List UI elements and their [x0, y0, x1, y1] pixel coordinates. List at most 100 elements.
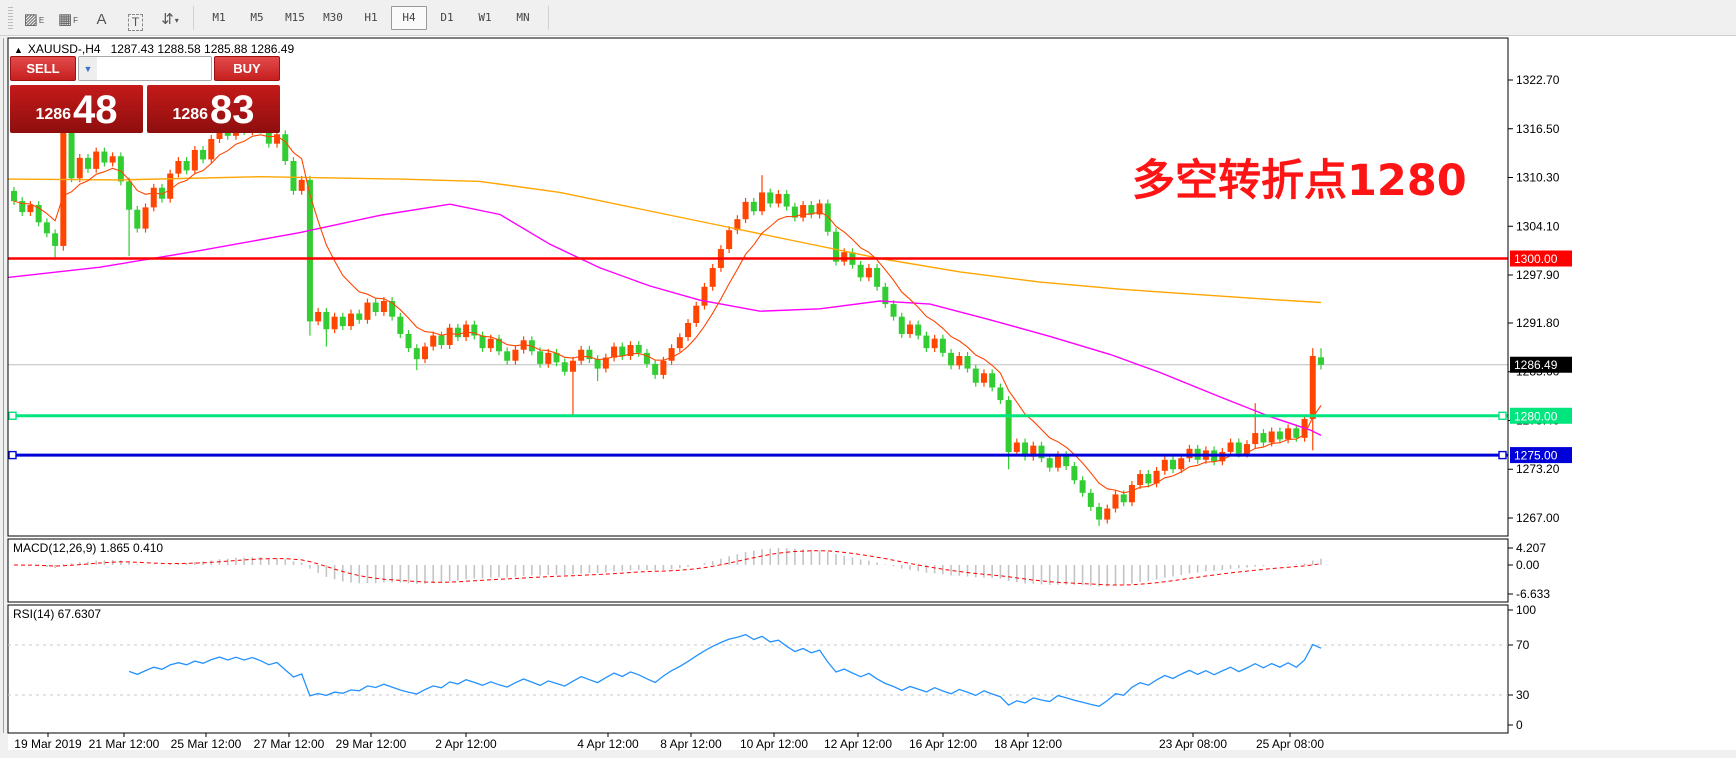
ma-mid-magenta: [7, 203, 1322, 437]
candle: [454, 327, 461, 338]
candle: [1244, 444, 1250, 454]
label-tool-icon[interactable]: T: [120, 4, 152, 32]
candle: [602, 357, 609, 369]
candle: [775, 194, 782, 204]
candle: [356, 313, 363, 320]
macd-indicator-label: MACD(12,26,9) 1.865 0.410: [13, 541, 164, 555]
svg-text:70: 70: [1516, 638, 1530, 652]
svg-text:30: 30: [1516, 688, 1530, 702]
candle: [52, 233, 59, 246]
candle: [43, 222, 50, 234]
svg-text:0.00: 0.00: [1516, 558, 1540, 572]
candle: [1161, 459, 1168, 471]
tf-button-M30[interactable]: M30: [323, 11, 343, 24]
svg-text:1267.00: 1267.00: [1516, 511, 1560, 525]
svg-text:-6.633: -6.633: [1516, 587, 1550, 601]
candle: [1022, 442, 1029, 457]
candle: [972, 368, 979, 383]
candle: [76, 157, 83, 179]
buy-quote[interactable]: 1286 83: [147, 85, 280, 133]
candle: [405, 333, 412, 349]
candle: [841, 252, 848, 262]
candle: [158, 187, 165, 199]
candle: [553, 352, 560, 363]
candle: [824, 203, 831, 232]
candle: [709, 267, 716, 287]
svg-text:1275.00: 1275.00: [1514, 449, 1558, 463]
svg-text:12 Apr 12:00: 12 Apr 12:00: [824, 737, 892, 751]
candle: [734, 219, 741, 231]
candle: [1096, 506, 1103, 520]
candle: [800, 205, 807, 218]
candle: [413, 348, 420, 360]
tf-button-MN[interactable]: MN: [516, 11, 530, 24]
svg-text:1304.10: 1304.10: [1516, 219, 1560, 233]
svg-text:4.207: 4.207: [1516, 541, 1546, 555]
candle: [348, 313, 355, 327]
candle: [1276, 431, 1283, 440]
volume-stepper: ▼ ▲: [78, 56, 212, 81]
candle: [487, 338, 494, 349]
tf-button-M1[interactable]: M1: [212, 11, 226, 24]
candle: [1120, 494, 1127, 503]
candle: [438, 335, 445, 345]
volume-decrease-button[interactable]: ▼: [79, 57, 97, 80]
toolbar-drag-handle[interactable]: [8, 6, 13, 29]
sell-quote[interactable]: 1286 48: [10, 85, 143, 133]
time-axis[interactable]: 19 Mar 2019 21 Mar 12:00 25 Mar 12:00 27 Ma…: [14, 733, 1324, 751]
candle: [767, 192, 774, 204]
candle: [578, 349, 585, 361]
text-tool-icon[interactable]: A: [96, 10, 107, 28]
price-line-1275.00[interactable]: [8, 450, 1508, 460]
candle: [1137, 473, 1144, 485]
svg-text:16 Apr 12:00: 16 Apr 12:00: [909, 737, 977, 751]
toolbar-separator: [548, 5, 549, 30]
svg-text:23 Apr 08:00: 23 Apr 08:00: [1159, 737, 1227, 751]
buy-price-big: 83: [210, 88, 255, 132]
candle: [545, 352, 552, 364]
candle: [331, 316, 338, 330]
sell-price-big: 48: [73, 88, 118, 132]
svg-text:100: 100: [1516, 603, 1536, 617]
candle: [742, 201, 749, 220]
sell-button[interactable]: SELL: [10, 56, 76, 81]
candle: [865, 267, 872, 278]
volume-input[interactable]: [97, 57, 211, 80]
candle: [495, 338, 502, 352]
buy-button[interactable]: BUY: [214, 56, 280, 81]
candle: [19, 201, 26, 213]
candle: [701, 286, 708, 306]
tf-button-D1[interactable]: D1: [440, 11, 454, 24]
ma-fast-red: [13, 134, 1322, 494]
candle: [84, 157, 91, 169]
candle: [561, 362, 568, 372]
one-click-trading-panel: SELL ▼ ▲ BUY 1286 48 1286 83: [10, 56, 280, 133]
candle: [167, 173, 174, 199]
candle: [101, 151, 108, 163]
svg-text:1286.49: 1286.49: [1514, 358, 1558, 372]
rsi-panel: 100 70 30 0: [8, 603, 1536, 732]
grid-f-tool-icon[interactable]: ▦ F: [57, 10, 79, 28]
svg-text:1300.00: 1300.00: [1514, 252, 1558, 266]
candle: [142, 207, 149, 229]
tf-button-H1[interactable]: H1: [364, 11, 378, 24]
pattern-e-tool-icon[interactable]: ▨ E: [23, 10, 45, 28]
ma-slow-orange: [7, 175, 1322, 304]
candle: [1285, 428, 1292, 440]
tf-button-M5[interactable]: M5: [250, 11, 264, 24]
price-line-1280.00[interactable]: [8, 411, 1508, 420]
chart-text-annotation[interactable]: 多空转折点1280: [1132, 156, 1467, 206]
candle: [1071, 466, 1078, 481]
axis-label-1275.00: 1275.00: [1510, 447, 1572, 464]
tf-button-W1[interactable]: W1: [478, 11, 492, 24]
candle: [200, 149, 207, 160]
tf-button-H4[interactable]: H4: [391, 5, 427, 30]
candle: [1268, 431, 1275, 443]
svg-text:29 Mar 12:00: 29 Mar 12:00: [336, 737, 407, 751]
candle: [315, 311, 322, 322]
one-click-panel-toggle-icon[interactable]: ▲: [14, 45, 23, 55]
arrows-tool-icon[interactable]: ⇵ ▾: [161, 10, 179, 28]
candle: [274, 134, 281, 144]
tf-button-M15[interactable]: M15: [285, 11, 305, 24]
